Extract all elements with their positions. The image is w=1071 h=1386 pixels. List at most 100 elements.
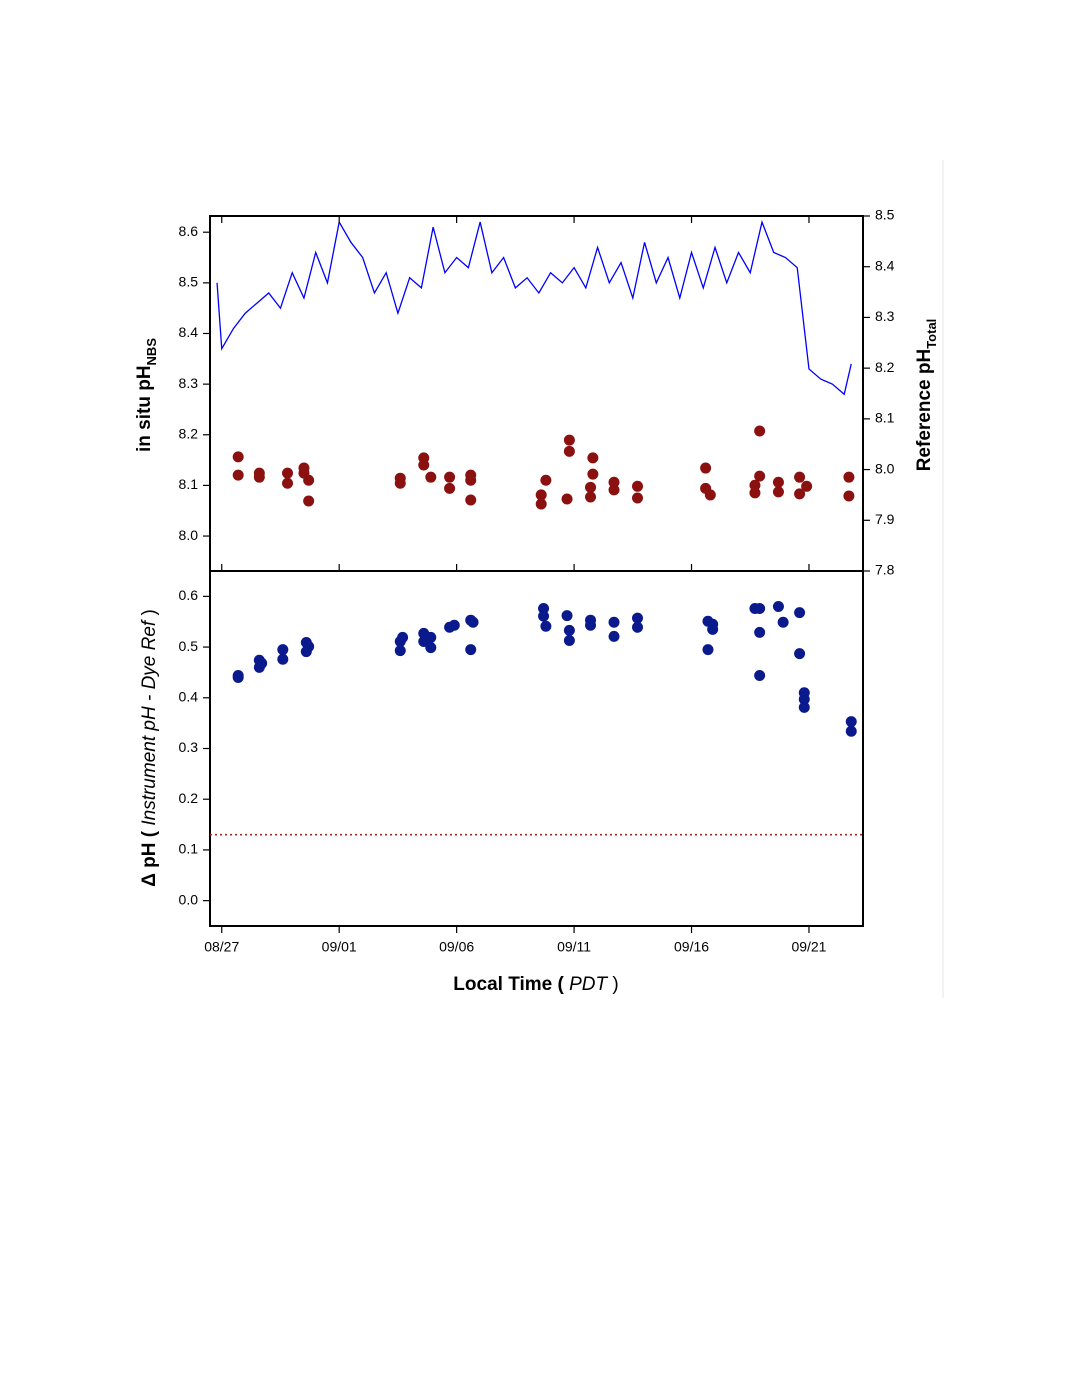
y-axis-title-italic: Instrument pH - Dye Ref — [139, 619, 160, 826]
data-point — [608, 630, 620, 642]
data-point — [465, 644, 477, 656]
data-point — [425, 471, 437, 483]
x-tick-label: 09/21 — [791, 939, 826, 955]
data-point — [418, 452, 430, 464]
x-tick-label: 09/11 — [557, 939, 591, 955]
data-point — [801, 480, 813, 492]
data-point — [256, 657, 268, 669]
data-point — [277, 644, 289, 656]
data-line — [216, 219, 852, 396]
data-point — [303, 495, 315, 507]
data-point — [540, 474, 552, 486]
data-point — [798, 693, 810, 705]
data-point — [585, 619, 597, 631]
y-tick-label: 0.2 — [179, 790, 199, 806]
data-point — [754, 669, 766, 681]
data-point — [465, 469, 477, 481]
data-point — [704, 489, 716, 501]
data-point — [563, 634, 575, 646]
data-point — [587, 452, 599, 464]
y2-tick-label: 8.5 — [875, 207, 895, 223]
y2-axis-title-main: Reference pH — [914, 349, 935, 472]
y-tick-label: 8.5 — [179, 274, 199, 290]
data-point — [843, 471, 855, 483]
data-point — [777, 616, 789, 628]
data-point — [282, 477, 294, 489]
data-point — [538, 603, 550, 615]
data-point — [754, 470, 766, 482]
data-point — [794, 471, 806, 483]
y-tick-label: 0.6 — [179, 587, 199, 603]
data-point — [467, 616, 479, 628]
y2-tick-label: 8.0 — [875, 460, 895, 476]
y2-axis-title-sub: Total — [924, 319, 939, 349]
data-point — [465, 494, 477, 506]
data-point — [749, 487, 761, 499]
y-tick-label: 0.1 — [179, 841, 199, 857]
data-point — [632, 492, 644, 504]
y-tick-label: 8.3 — [179, 375, 199, 391]
y2-tick-label: 7.9 — [875, 511, 895, 527]
y2-tick-label: 8.1 — [875, 410, 895, 426]
data-point — [754, 425, 766, 437]
data-point — [585, 491, 597, 503]
data-point — [700, 462, 712, 474]
data-point — [632, 480, 644, 492]
y-tick-label: 8.4 — [179, 324, 199, 340]
data-point — [303, 641, 315, 653]
data-point — [772, 486, 784, 498]
y-tick-label: 0.4 — [179, 688, 199, 704]
data-point — [540, 620, 552, 632]
y-axis-title-main: Δ pH ( — [139, 830, 160, 887]
data-point — [608, 476, 620, 488]
y2-tick-label: 8.4 — [875, 257, 895, 273]
y-tick-label: 8.1 — [179, 476, 199, 492]
data-point — [794, 488, 806, 500]
x-tick-label: 09/01 — [322, 939, 357, 955]
data-point — [845, 725, 857, 737]
data-point — [448, 619, 460, 631]
y-tick-label: 0.0 — [179, 891, 199, 907]
data-point — [444, 482, 456, 494]
data-point — [772, 601, 784, 612]
data-point — [535, 498, 547, 510]
data-point — [303, 474, 315, 486]
data-point — [749, 479, 761, 491]
data-point — [535, 489, 547, 501]
data-point — [563, 434, 575, 446]
y-tick-label: 8.2 — [179, 425, 199, 441]
data-point — [394, 645, 406, 657]
x-axis-title: Local Time ( PDT ) — [453, 974, 618, 995]
data-point — [561, 493, 573, 505]
data-point — [843, 490, 855, 502]
data-point — [232, 451, 244, 463]
x-axis-title-italic: PDT — [569, 974, 608, 995]
y-axis-title-sub: NBS — [144, 338, 159, 366]
y-tick-label: 0.5 — [179, 638, 199, 654]
data-point — [561, 610, 573, 622]
y-axis-title-end: ) — [139, 609, 160, 615]
data-point — [608, 616, 620, 628]
data-point — [632, 621, 644, 633]
y-tick-label: 0.3 — [179, 739, 199, 755]
data-point — [253, 471, 265, 483]
data-point — [754, 603, 766, 615]
data-point — [772, 476, 784, 488]
data-point — [394, 477, 406, 489]
data-point — [632, 612, 644, 624]
data-point — [754, 626, 766, 638]
x-tick-label: 09/16 — [674, 939, 709, 955]
data-point — [702, 644, 714, 656]
data-point — [232, 672, 244, 683]
y-axis-title: in situ pHNBS — [134, 338, 159, 452]
y-tick-label: 8.0 — [179, 527, 199, 543]
data-point — [538, 610, 550, 622]
y2-axis-title: Reference pHTotal — [914, 319, 939, 472]
y-tick-label: 8.6 — [179, 223, 199, 239]
data-point — [444, 471, 456, 483]
data-point — [397, 631, 409, 643]
data-point — [563, 624, 575, 636]
data-point — [585, 481, 597, 493]
x-axis-title-end: ) — [612, 974, 618, 995]
data-point — [845, 716, 857, 728]
